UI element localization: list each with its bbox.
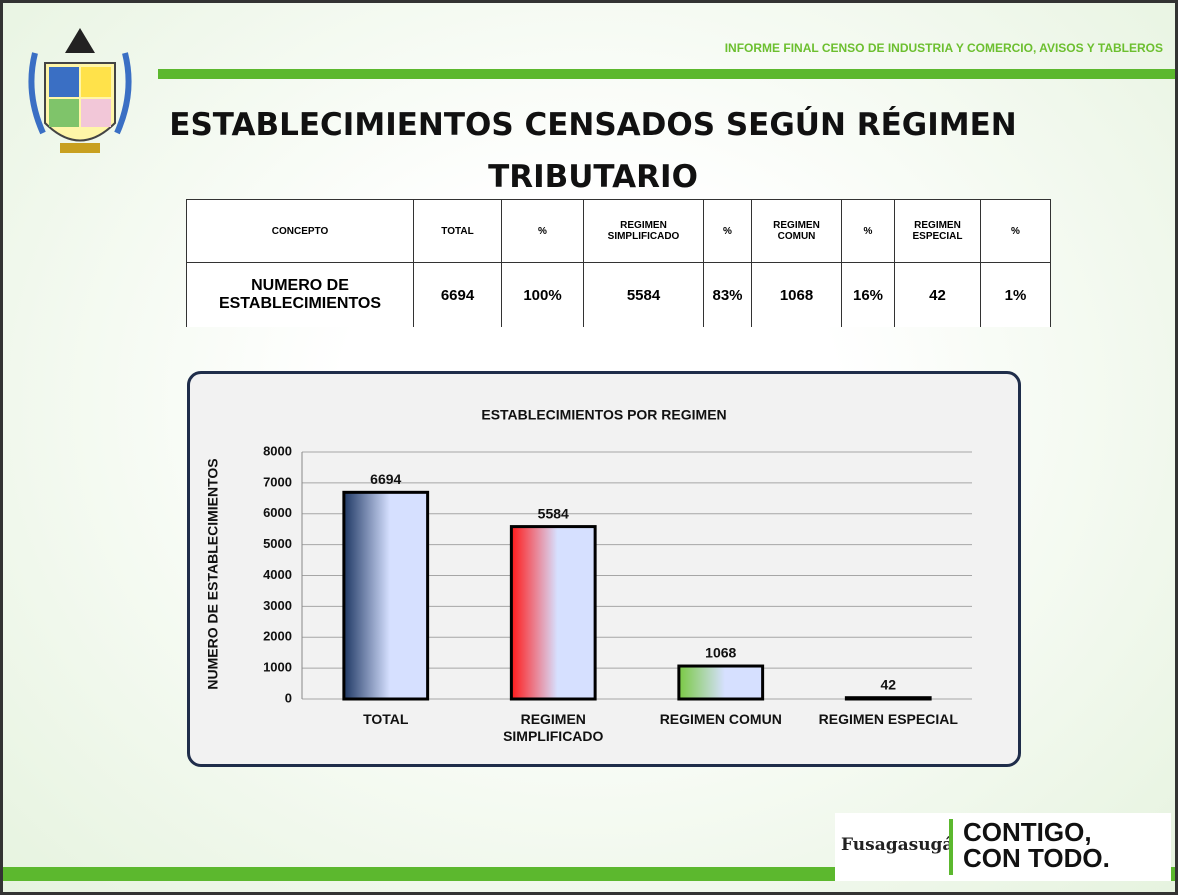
summary-table: CONCEPTO TOTAL% REGIMEN SIMPLIFICADO% REGIM… [186, 199, 1051, 327]
bar [509, 525, 597, 701]
table-cell: 5584 [583, 262, 704, 327]
city-name: Fusagasugá [841, 835, 954, 855]
table-cell: 1068 [751, 262, 842, 327]
slogan-line: CON TODO. [963, 843, 1110, 873]
data-label: 5584 [538, 505, 569, 521]
bar [677, 664, 765, 701]
table-cell: 6694 [413, 262, 502, 327]
y-tick-label: 0 [285, 690, 292, 705]
x-tick-label: TOTAL [363, 711, 409, 727]
data-label: 42 [880, 676, 896, 692]
y-tick-label: 2000 [263, 629, 292, 644]
table-cell: 16% [841, 262, 895, 327]
slogan-line: CONTIGO, [963, 817, 1092, 847]
chart-title: ESTABLECIMIENTOS POR REGIMEN [481, 407, 726, 423]
header-bar [158, 69, 1175, 79]
divider [949, 819, 953, 875]
chart: ESTABLECIMIENTOS POR REGIMEN NUMERO DE E… [205, 407, 972, 705]
coat-of-arms [28, 28, 132, 153]
x-tick-label: REGIMEN COMUN [659, 711, 782, 727]
data-label: 6694 [370, 471, 401, 487]
table-cell: 42 [894, 262, 981, 327]
table-cell: 1% [980, 262, 1051, 327]
x-tick-label: REGIMEN ESPECIAL [818, 711, 958, 727]
slogan: CONTIGO, CON TODO. [963, 819, 1110, 871]
y-tick-label: 4000 [263, 567, 292, 582]
bar [844, 696, 932, 701]
column-header: % [703, 199, 752, 263]
report-header: INFORME FINAL CENSO DE INDUSTRIA Y COMER… [724, 41, 1163, 55]
y-axis-label: NUMERO DE ESTABLECIMIENTOS [205, 458, 221, 689]
column-header: TOTAL [413, 199, 502, 263]
y-tick-label: 3000 [263, 598, 292, 613]
bar [342, 490, 430, 701]
x-tick-label: REGIMEN SIMPLIFICADO [503, 711, 604, 744]
y-tick-label: 6000 [263, 505, 292, 520]
column-header: REGIMEN COMUN [751, 199, 842, 263]
column-header: % [501, 199, 584, 263]
table-row: NUMERO DE ESTABLECIMIENTOS 6694 100% 5584 83… [186, 262, 1051, 327]
y-tick-label: 8000 [263, 443, 292, 458]
footer-logo: Fusagasugá CONTIGO, CON TODO. [835, 813, 1171, 881]
chart-panel: ESTABLECIMIENTOS POR REGIMEN NUMERO DE E… [187, 371, 1021, 767]
y-tick-label: 7000 [263, 474, 292, 489]
table-cell: NUMERO DE ESTABLECIMIENTOS [186, 262, 414, 327]
column-header: % [980, 199, 1051, 263]
slide-title: ESTABLECIMIENTOS CENSADOS SEGÚN RÉGIMEN … [169, 107, 1017, 195]
column-header: CONCEPTO [186, 199, 414, 263]
table-cell: 83% [703, 262, 752, 327]
y-tick-label: 5000 [263, 536, 292, 551]
y-tick-label: 1000 [263, 660, 292, 675]
table-cell: 100% [501, 262, 584, 327]
column-header: REGIMEN ESPECIAL [894, 199, 981, 263]
data-label: 1068 [705, 645, 736, 661]
column-header: REGIMEN SIMPLIFICADO [583, 199, 704, 263]
column-header: % [841, 199, 895, 263]
